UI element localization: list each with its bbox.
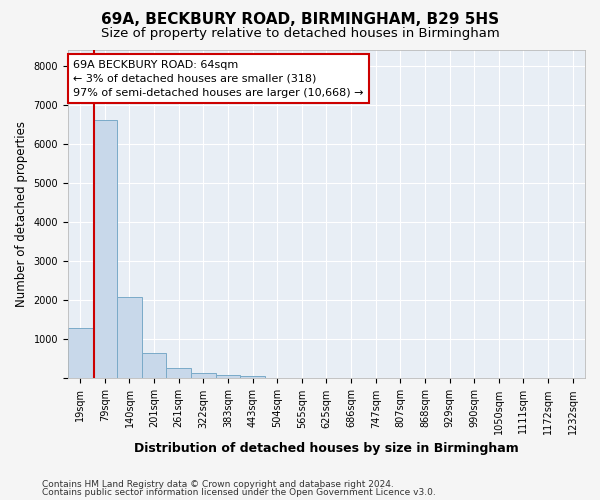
- Bar: [240, 376, 265, 378]
- Bar: [191, 373, 215, 378]
- Bar: [68, 328, 92, 378]
- Bar: [166, 368, 191, 378]
- Bar: [117, 297, 142, 378]
- X-axis label: Distribution of detached houses by size in Birmingham: Distribution of detached houses by size …: [134, 442, 519, 455]
- Bar: [215, 374, 240, 378]
- Bar: [92, 120, 117, 378]
- Text: Contains public sector information licensed under the Open Government Licence v3: Contains public sector information licen…: [42, 488, 436, 497]
- Text: 69A BECKBURY ROAD: 64sqm
← 3% of detached houses are smaller (318)
97% of semi-d: 69A BECKBURY ROAD: 64sqm ← 3% of detache…: [73, 60, 364, 98]
- Text: 69A, BECKBURY ROAD, BIRMINGHAM, B29 5HS: 69A, BECKBURY ROAD, BIRMINGHAM, B29 5HS: [101, 12, 499, 28]
- Text: Contains HM Land Registry data © Crown copyright and database right 2024.: Contains HM Land Registry data © Crown c…: [42, 480, 394, 489]
- Bar: [142, 353, 166, 378]
- Y-axis label: Number of detached properties: Number of detached properties: [15, 121, 28, 307]
- Text: Size of property relative to detached houses in Birmingham: Size of property relative to detached ho…: [101, 28, 499, 40]
